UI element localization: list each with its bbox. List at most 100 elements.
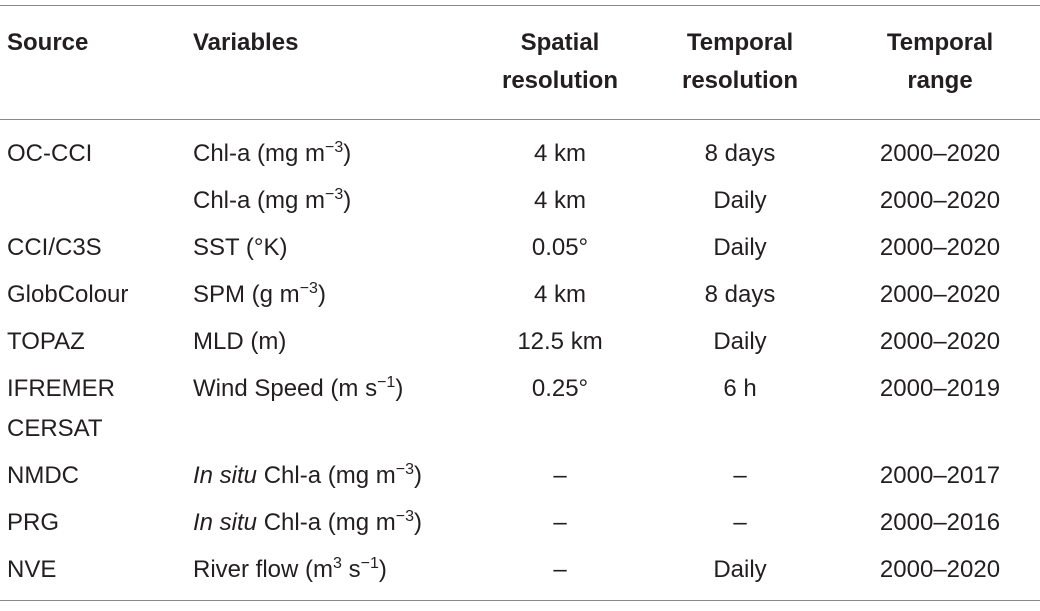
table-cell: GlobColour — [0, 271, 193, 318]
table-row: GlobColour SPM (g m−3) 4 km 8 days 2000–2020 — [0, 271, 1040, 318]
cell-text: Wind Speed (m s — [193, 374, 378, 402]
table-row: Chl-a (mg m−3) 4 km Daily 2000–2020 — [0, 177, 1040, 224]
table-cell: 4 km — [480, 120, 640, 178]
table-cell: 8 days — [640, 271, 840, 318]
italic-text: In situ — [193, 508, 258, 536]
superscript: −1 — [360, 554, 379, 572]
table-cell: Chl-a (mg m−3) — [193, 177, 480, 224]
table-cell: – — [480, 546, 640, 601]
table-body: OC-CCI Chl-a (mg m−3) 4 km 8 days 2000–2020 C… — [0, 120, 1040, 601]
cell-text: – — [733, 461, 747, 489]
cell-text: 2000–2020 — [879, 139, 1001, 167]
cell-text: – — [553, 508, 567, 536]
cell-text: 12.5 km — [517, 327, 603, 355]
cell-text: s — [341, 555, 361, 583]
table-row: NVE River flow (m3 s−1) – Daily 2000–2020 — [0, 546, 1040, 601]
table-row: CCI/C3S SST (°K) 0.05° Daily 2000–2020 — [0, 224, 1040, 271]
cell-text: 2000–2019 — [879, 374, 1001, 402]
superscript: −3 — [325, 138, 344, 156]
table-cell: Daily — [640, 224, 840, 271]
cell-text: 0.05° — [531, 233, 589, 261]
table-cell: 2000–2020 — [840, 224, 1040, 271]
superscript: −1 — [377, 373, 396, 391]
column-header: Spatial resolution — [480, 6, 640, 120]
table-cell: Chl-a (mg m−3) — [193, 120, 480, 178]
table-cell: Daily — [640, 546, 840, 601]
data-table: Source Variables Spatial resolution Tempora… — [0, 5, 1040, 601]
table-cell: 2000–2020 — [840, 546, 1040, 601]
table-cell: 0.25° — [480, 365, 640, 452]
table-row: NMDC In situ Chl-a (mg m−3) – – 2000–2017 — [0, 452, 1040, 499]
cell-text: Daily — [713, 555, 767, 583]
cell-text: CCI/C3S — [7, 233, 102, 261]
column-header: Source — [0, 6, 193, 120]
table-cell: SPM (g m−3) — [193, 271, 480, 318]
cell-text: Daily — [713, 233, 767, 261]
table-cell: Wind Speed (m s−1) — [193, 365, 480, 452]
table-cell: – — [480, 452, 640, 499]
cell-text: – — [553, 555, 567, 583]
column-header: Variables — [193, 6, 480, 120]
cell-text: MLD (m) — [193, 327, 287, 355]
table-row: OC-CCI Chl-a (mg m−3) 4 km 8 days 2000–2020 — [0, 120, 1040, 178]
cell-text: Daily — [713, 186, 767, 214]
table-cell: NMDC — [0, 452, 193, 499]
cell-text: SST (°K) — [193, 233, 288, 261]
cell-text: 4 km — [533, 139, 586, 167]
cell-text: ) — [343, 139, 352, 167]
cell-text: Daily — [713, 327, 767, 355]
cell-text: ) — [395, 374, 404, 402]
cell-text: 2000–2020 — [879, 555, 1001, 583]
cell-text: 2000–2020 — [879, 233, 1001, 261]
header-text: Temporal range — [886, 29, 994, 94]
cell-text: ) — [413, 461, 422, 489]
cell-text: Chl-a (mg m — [257, 461, 396, 489]
table-cell: 0.05° — [480, 224, 640, 271]
superscript: −3 — [299, 279, 318, 297]
cell-text: PRG — [7, 508, 60, 536]
cell-text: 2000–2020 — [879, 186, 1001, 214]
cell-text: 4 km — [533, 280, 586, 308]
table-cell: 2000–2020 — [840, 177, 1040, 224]
superscript: −3 — [395, 507, 414, 525]
cell-text: River flow (m — [193, 555, 334, 583]
table-cell: MLD (m) — [193, 318, 480, 365]
table-row: PRG In situ Chl-a (mg m−3) – – 2000–2016 — [0, 499, 1040, 546]
cell-text: ) — [378, 555, 387, 583]
table-cell: – — [640, 499, 840, 546]
column-header: Temporal resolution — [640, 6, 840, 120]
cell-text: ) — [413, 508, 422, 536]
cell-text: NMDC — [7, 461, 79, 489]
cell-text: NVE — [7, 555, 57, 583]
superscript: −3 — [395, 460, 414, 478]
table-cell: 4 km — [480, 177, 640, 224]
cell-text: – — [553, 461, 567, 489]
table-cell: Daily — [640, 177, 840, 224]
table-cell: PRG — [0, 499, 193, 546]
superscript: −3 — [325, 185, 344, 203]
column-header: Temporal range — [840, 6, 1040, 120]
cell-text: Chl-a (mg m — [257, 508, 396, 536]
table-cell: OC-CCI — [0, 120, 193, 178]
cell-text: SPM (g m — [193, 280, 300, 308]
table-cell: Daily — [640, 318, 840, 365]
cell-text: TOPAZ — [7, 327, 85, 355]
table-row: TOPAZ MLD (m) 12.5 km Daily 2000–2020 — [0, 318, 1040, 365]
cell-text: 2000–2020 — [879, 327, 1001, 355]
table-cell: – — [640, 452, 840, 499]
table-cell: 8 days — [640, 120, 840, 178]
table-cell — [0, 177, 193, 224]
cell-text: 6 h — [723, 374, 757, 402]
table-cell: TOPAZ — [0, 318, 193, 365]
table-cell: 2000–2019 — [840, 365, 1040, 452]
cell-text: 2000–2017 — [879, 461, 1001, 489]
table-cell: – — [480, 499, 640, 546]
table-cell: River flow (m3 s−1) — [193, 546, 480, 601]
table-row: IFREMER CERSAT Wind Speed (m s−1) 0.25° 6 h… — [0, 365, 1040, 452]
table-cell: 2000–2020 — [840, 318, 1040, 365]
table-cell: 12.5 km — [480, 318, 640, 365]
cell-text: 2000–2020 — [879, 280, 1001, 308]
cell-text: ) — [317, 280, 326, 308]
cell-text: ) — [343, 186, 352, 214]
cell-text: 4 km — [533, 186, 586, 214]
